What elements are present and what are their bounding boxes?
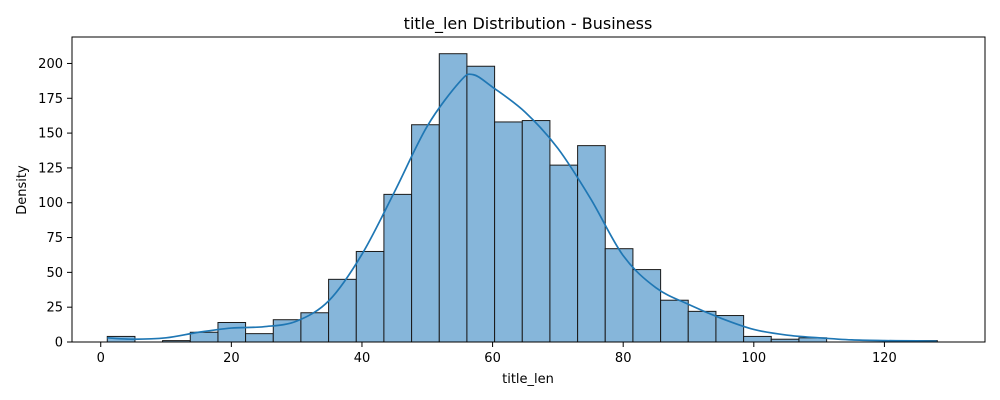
x-tick-label: 0 — [97, 351, 105, 366]
bars-group — [106, 53, 938, 343]
histogram-bar — [743, 335, 772, 343]
histogram-bar — [577, 145, 606, 343]
x-axis-label: title_len — [502, 372, 554, 387]
y-tick-label: 125 — [38, 161, 63, 176]
y-tick-label: 175 — [38, 92, 63, 107]
y-axis-ticks: 0 25 50 75 100 125 150 175 200 — [38, 57, 72, 351]
histogram-bar — [355, 250, 385, 343]
y-tick-label: 150 — [38, 127, 63, 142]
histogram-bar — [411, 124, 440, 343]
x-tick-label: 100 — [741, 351, 766, 366]
histogram-bar — [300, 312, 330, 343]
histogram-bar — [383, 193, 413, 343]
histogram-bar — [687, 310, 717, 343]
x-tick-label: 120 — [872, 351, 897, 366]
histogram-bar — [494, 121, 523, 343]
x-tick-label: 20 — [223, 351, 240, 366]
histogram-bar — [466, 65, 496, 343]
x-tick-label: 80 — [615, 351, 632, 366]
y-tick-label: 100 — [38, 196, 63, 211]
y-axis-label: Density — [15, 165, 30, 215]
y-tick-label: 200 — [38, 57, 63, 72]
y-tick-label: 25 — [46, 301, 63, 316]
kde-line — [107, 73, 937, 343]
histogram-bar — [328, 278, 357, 343]
x-tick-label: 40 — [354, 351, 371, 366]
histogram-bar — [245, 333, 274, 343]
plot-frame — [71, 36, 986, 343]
y-tick-label: 50 — [46, 266, 63, 281]
y-tick-label: 0 — [55, 336, 63, 351]
histogram-bar — [438, 53, 468, 343]
histogram-bar — [715, 315, 745, 343]
x-axis-ticks: 0 20 40 60 80 100 120 — [97, 342, 897, 366]
histogram-bar — [549, 164, 579, 343]
x-tick-label: 60 — [484, 351, 501, 366]
histogram-bar — [660, 299, 689, 343]
histogram-bar — [217, 322, 247, 343]
y-tick-label: 75 — [46, 231, 63, 246]
histogram-bar — [521, 120, 551, 343]
chart-title: title_len Distribution - Business — [404, 14, 653, 34]
